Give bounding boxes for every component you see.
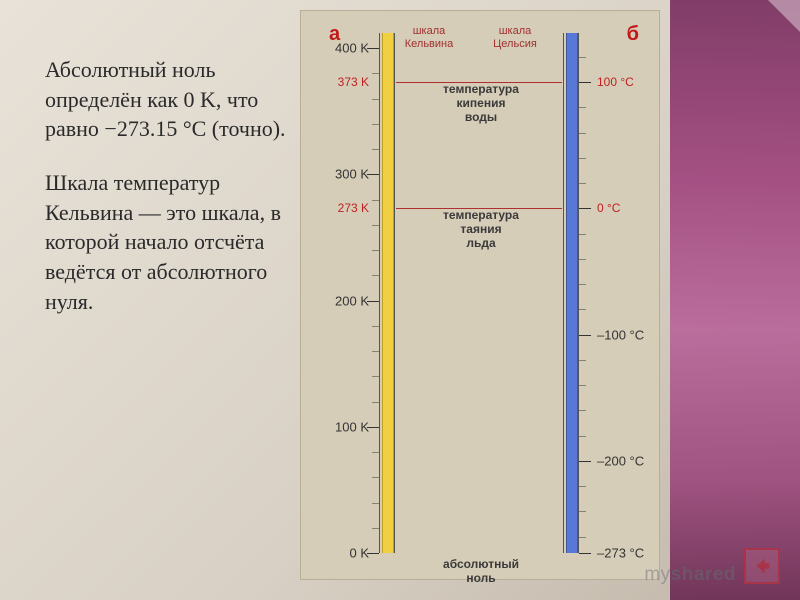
celsius-minor-tick	[579, 57, 586, 58]
kelvin-minor-tick	[372, 351, 379, 352]
kelvin-red-label: 373 K	[319, 75, 369, 89]
celsius-minor-tick	[579, 133, 586, 134]
celsius-tick	[579, 208, 591, 209]
kelvin-red-label: 273 K	[319, 201, 369, 215]
kelvin-minor-tick	[372, 402, 379, 403]
celsius-tick-label: 0 °C	[597, 201, 620, 215]
kelvin-minor-tick	[372, 124, 379, 125]
celsius-minor-tick	[579, 385, 586, 386]
kelvin-minor-tick	[372, 528, 379, 529]
thermometer-diagram: а б шкала Кельвина шкала Цельсия 400 K30…	[300, 10, 660, 580]
slide: Абсолютный ноль определён как 0 K, что р…	[0, 0, 800, 600]
kelvin-minor-tick	[372, 73, 379, 74]
kelvin-minor-tick	[372, 275, 379, 276]
celsius-tick	[579, 335, 591, 336]
kelvin-thermometer	[379, 33, 395, 553]
celsius-tick	[579, 553, 591, 554]
arrow-left-icon	[751, 555, 773, 577]
reference-label: температуратаянияльда	[431, 209, 531, 250]
kelvin-minor-tick	[372, 99, 379, 100]
celsius-minor-tick	[579, 107, 586, 108]
page-curl	[768, 0, 800, 32]
celsius-minor-tick	[579, 309, 586, 310]
celsius-minor-tick	[579, 183, 586, 184]
column-b-label: б	[627, 23, 639, 46]
celsius-minor-tick	[579, 511, 586, 512]
celsius-minor-tick	[579, 158, 586, 159]
celsius-tick	[579, 461, 591, 462]
celsius-minor-tick	[579, 486, 586, 487]
paragraph-2: Шкала температур Кельвина — это шкала, в…	[45, 168, 288, 316]
main-text: Абсолютный ноль определён как 0 K, что р…	[0, 0, 300, 600]
kelvin-minor-tick	[372, 477, 379, 478]
kelvin-tick-label: 200 K	[315, 293, 369, 308]
kelvin-minor-tick	[372, 326, 379, 327]
prev-button[interactable]	[744, 548, 780, 584]
paragraph-1: Абсолютный ноль определён как 0 K, что р…	[45, 55, 288, 144]
celsius-tick-label: –100 °C	[597, 327, 644, 342]
kelvin-tick-label: 400 K	[315, 41, 369, 56]
kelvin-minor-tick	[372, 503, 379, 504]
watermark: myshared	[644, 564, 736, 586]
celsius-minor-tick	[579, 410, 586, 411]
kelvin-tick-label: 0 K	[315, 546, 369, 561]
celsius-thermometer	[563, 33, 579, 553]
celsius-tick-label: –200 °C	[597, 453, 644, 468]
kelvin-minor-tick	[372, 225, 379, 226]
celsius-minor-tick	[579, 259, 586, 260]
reference-label: температуракипенияводы	[431, 83, 531, 124]
celsius-tick-label: –273 °C	[597, 546, 644, 561]
celsius-tick-label: 100 °C	[597, 75, 634, 89]
absolute-zero-label: абсолютный ноль	[431, 557, 531, 585]
kelvin-tick-label: 100 K	[315, 419, 369, 434]
celsius-minor-tick	[579, 360, 586, 361]
kelvin-minor-tick	[372, 452, 379, 453]
celsius-minor-tick	[579, 284, 586, 285]
celsius-minor-tick	[579, 234, 586, 235]
kelvin-minor-tick	[372, 149, 379, 150]
celsius-minor-tick	[579, 537, 586, 538]
celsius-fill	[566, 33, 578, 553]
kelvin-minor-tick	[372, 250, 379, 251]
kelvin-fill	[382, 33, 394, 553]
celsius-tick	[579, 82, 591, 83]
kelvin-minor-tick	[372, 200, 379, 201]
decorative-band	[670, 0, 800, 600]
kelvin-tick-label: 300 K	[315, 167, 369, 182]
kelvin-minor-tick	[372, 376, 379, 377]
celsius-scale-title: шкала Цельсия	[493, 25, 537, 50]
celsius-minor-tick	[579, 436, 586, 437]
kelvin-scale-title: шкала Кельвина	[399, 25, 459, 50]
